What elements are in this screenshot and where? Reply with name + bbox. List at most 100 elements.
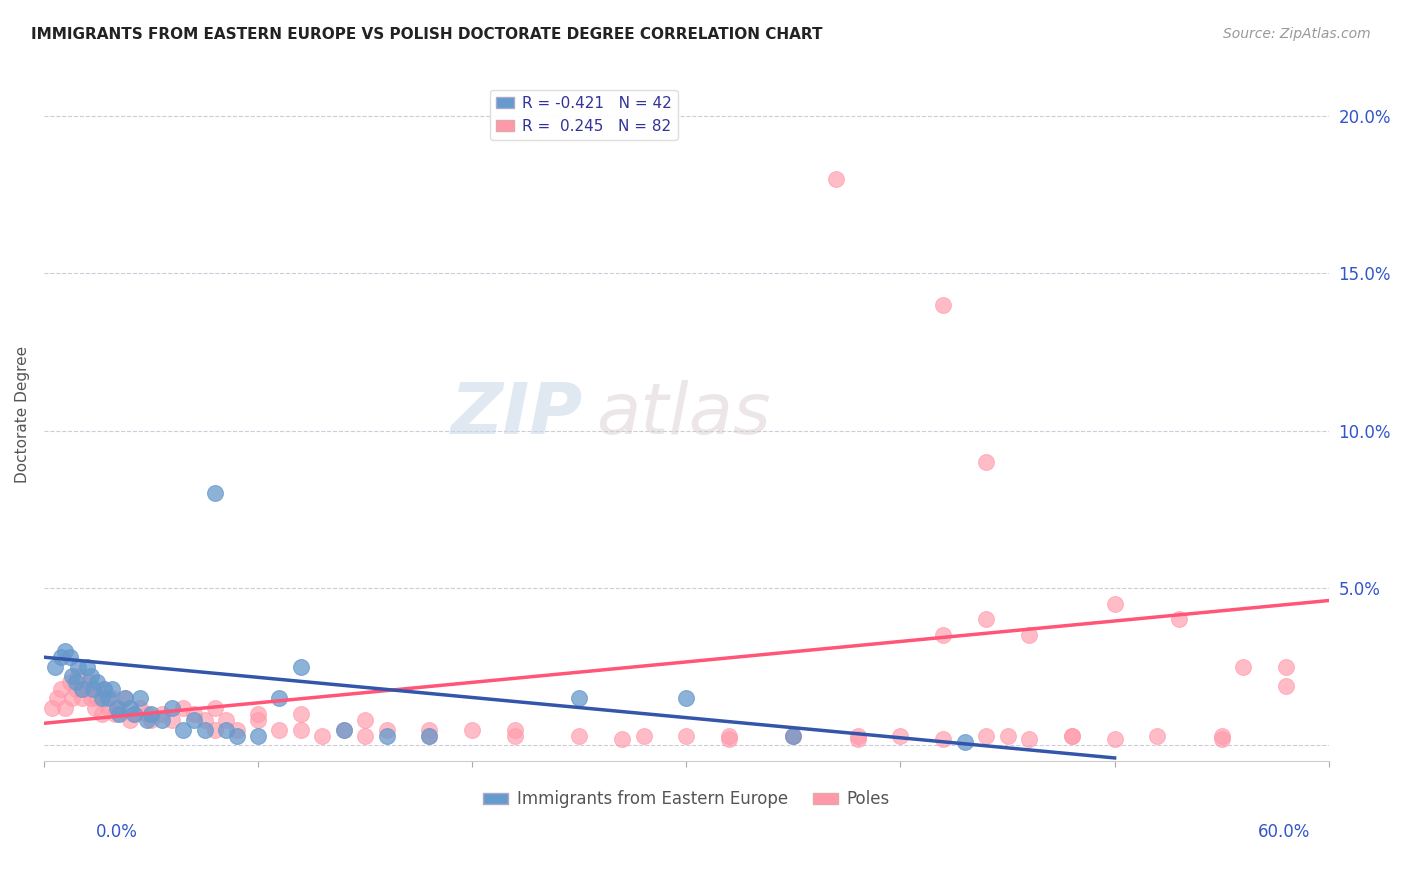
Point <box>1146 729 1168 743</box>
Point <box>60 691 83 706</box>
Point <box>974 612 997 626</box>
Point <box>418 729 440 743</box>
Point <box>332 723 354 737</box>
Point <box>290 706 312 721</box>
Point <box>97 691 120 706</box>
Point <box>41 700 63 714</box>
Point <box>782 729 804 743</box>
Point <box>932 732 955 747</box>
Point <box>269 723 291 737</box>
Point <box>889 729 911 743</box>
Point <box>86 675 108 690</box>
Point <box>247 706 270 721</box>
Point <box>375 729 398 743</box>
Text: atlas: atlas <box>596 380 770 450</box>
Point <box>215 713 238 727</box>
Point <box>503 729 526 743</box>
Point <box>1104 597 1126 611</box>
Point <box>82 681 104 696</box>
Point <box>139 706 162 721</box>
Point <box>129 691 152 706</box>
Point <box>97 700 120 714</box>
Point <box>90 706 112 721</box>
Point <box>718 729 741 743</box>
Point <box>183 713 205 727</box>
Point <box>80 691 103 706</box>
Point <box>997 729 1019 743</box>
Point <box>84 700 107 714</box>
Point <box>418 729 440 743</box>
Point <box>58 650 80 665</box>
Text: IMMIGRANTS FROM EASTERN EUROPE VS POLISH DOCTORATE DEGREE CORRELATION CHART: IMMIGRANTS FROM EASTERN EUROPE VS POLISH… <box>31 27 823 42</box>
Point <box>93 681 115 696</box>
Point <box>825 171 848 186</box>
Point <box>65 675 87 690</box>
Point <box>122 706 145 721</box>
Point <box>974 455 997 469</box>
Point <box>45 691 67 706</box>
Point <box>183 706 205 721</box>
Point <box>675 691 697 706</box>
Point <box>675 729 697 743</box>
Point <box>568 691 591 706</box>
Point <box>953 735 976 749</box>
Point <box>782 729 804 743</box>
Point <box>150 713 173 727</box>
Point <box>225 729 247 743</box>
Point <box>77 675 100 690</box>
Point <box>53 644 76 658</box>
Y-axis label: Doctorate Degree: Doctorate Degree <box>15 346 30 483</box>
Point <box>49 681 72 696</box>
Point <box>86 691 108 706</box>
Point <box>108 706 131 721</box>
Point <box>49 650 72 665</box>
Point <box>172 700 194 714</box>
Point <box>162 713 184 727</box>
Point <box>135 713 157 727</box>
Point <box>461 723 484 737</box>
Point <box>1275 659 1298 673</box>
Point <box>1060 729 1083 743</box>
Point <box>67 669 90 683</box>
Point <box>846 732 869 747</box>
Point <box>1167 612 1189 626</box>
Point <box>718 732 741 747</box>
Point <box>846 729 869 743</box>
Legend: Immigrants from Eastern Europe, Poles: Immigrants from Eastern Europe, Poles <box>477 784 896 815</box>
Point <box>311 729 333 743</box>
Point <box>204 723 226 737</box>
Point <box>215 723 238 737</box>
Point <box>932 628 955 642</box>
Point <box>172 723 194 737</box>
Point <box>1211 732 1233 747</box>
Point <box>1060 729 1083 743</box>
Point <box>932 298 955 312</box>
Point <box>610 732 633 747</box>
Point <box>568 729 591 743</box>
Text: ZIP: ZIP <box>451 380 583 450</box>
Point <box>118 700 141 714</box>
Point <box>150 706 173 721</box>
Point <box>1275 679 1298 693</box>
Point <box>105 700 128 714</box>
Point <box>44 659 66 673</box>
Point <box>418 723 440 737</box>
Point <box>1232 659 1254 673</box>
Point <box>247 713 270 727</box>
Point <box>90 691 112 706</box>
Point <box>80 669 103 683</box>
Point <box>114 691 136 706</box>
Point <box>290 659 312 673</box>
Point <box>269 691 291 706</box>
Point <box>76 659 98 673</box>
Point <box>60 669 83 683</box>
Point <box>204 700 226 714</box>
Point <box>114 691 136 706</box>
Point <box>129 700 152 714</box>
Point <box>354 713 377 727</box>
Point <box>247 729 270 743</box>
Point <box>58 675 80 690</box>
Point <box>108 700 131 714</box>
Point <box>225 723 247 737</box>
Point <box>65 681 87 696</box>
